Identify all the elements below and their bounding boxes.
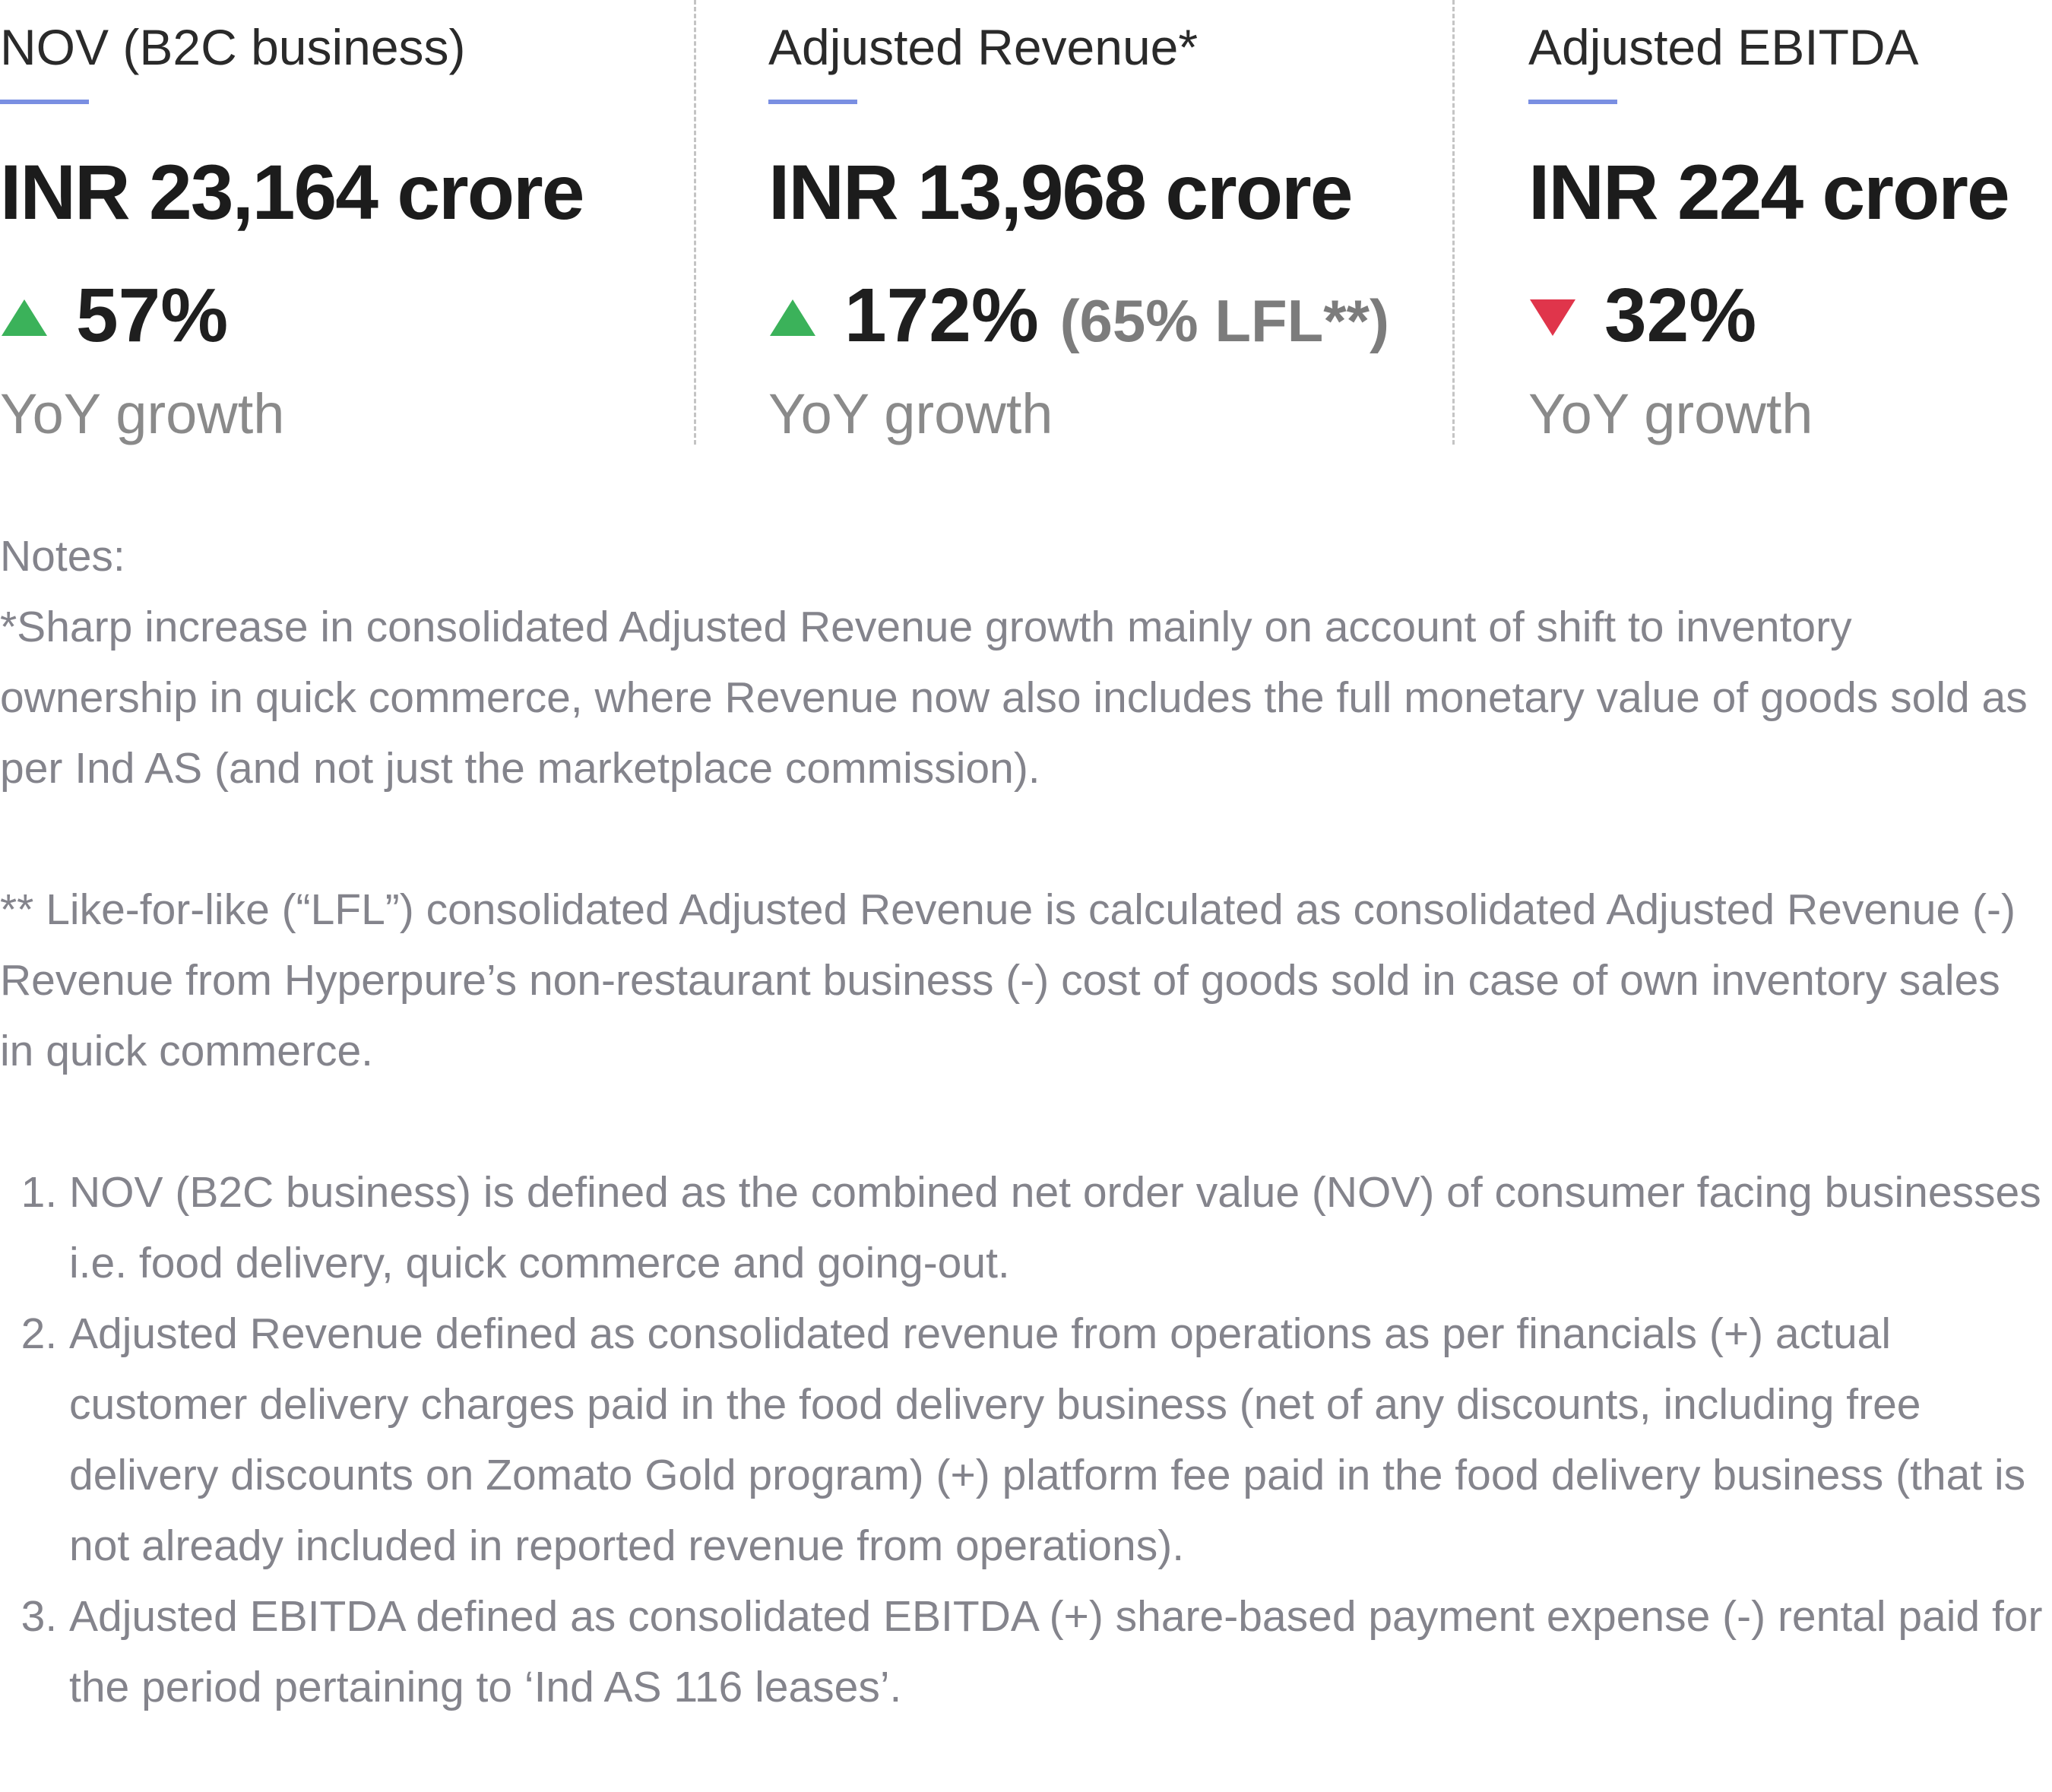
metric-label: Adjusted Revenue* <box>768 19 1199 75</box>
notes-list: NOV (B2C business) is defined as the com… <box>0 1157 2044 1723</box>
caption: YoY growth <box>0 382 285 445</box>
note-paragraph: ** Like-for-like (“LFL”) consolidated Ad… <box>0 885 2016 1075</box>
notes: Notes: *Sharp increase in consolidated A… <box>0 521 2044 1723</box>
growth-percent: 172% (65% LFL**) <box>844 274 1389 363</box>
growth-value: 32% <box>1604 273 1757 358</box>
growth-percent: 32% <box>1604 274 1756 357</box>
caption: YoY growth <box>1528 382 1813 445</box>
growth-note: (65% LFL**) <box>1059 287 1389 354</box>
metric-value: INR 13,968 crore <box>768 149 1353 236</box>
arrow-shape <box>2 299 47 336</box>
arrow-shape <box>1530 299 1575 336</box>
metric: Adjusted EBITDA INR 224 crore 32% YoY growt… <box>1528 0 2052 456</box>
divider <box>1452 0 1455 445</box>
metric-value: INR 224 crore <box>1528 149 2010 236</box>
metric-value: INR 23,164 crore <box>0 149 584 236</box>
trend-arrow <box>770 299 815 336</box>
trend-arrow <box>1530 299 1575 336</box>
growth-percent: 57% <box>76 274 228 357</box>
underline <box>0 100 89 104</box>
note-item: Adjusted EBITDA defined as consolidated … <box>69 1581 2044 1723</box>
divider <box>694 0 696 445</box>
metric: Adjusted Revenue* INR 13,968 crore 172% (6… <box>768 0 1452 456</box>
growth-value: 57% <box>76 273 229 358</box>
note-paragraph: *Sharp increase in consolidated Adjusted… <box>0 603 2028 793</box>
metric-label: NOV (B2C business) <box>0 19 466 75</box>
underline <box>1528 100 1617 104</box>
note-item: Adjusted Revenue defined as consolidated… <box>69 1299 2044 1581</box>
underline <box>768 100 857 104</box>
notes-heading: Notes: <box>0 532 125 581</box>
trend-arrow <box>2 299 47 336</box>
growth-value: 172% <box>844 273 1039 358</box>
note-item: NOV (B2C business) is defined as the com… <box>69 1157 2044 1299</box>
notes-paragraphs: *Sharp increase in consolidated Adjusted… <box>0 592 2044 1087</box>
arrow-shape <box>770 299 815 336</box>
metric-label: Adjusted EBITDA <box>1528 19 1919 75</box>
metric: NOV (B2C business) INR 23,164 crore 57% YoY… <box>0 0 684 456</box>
caption: YoY growth <box>768 382 1053 445</box>
